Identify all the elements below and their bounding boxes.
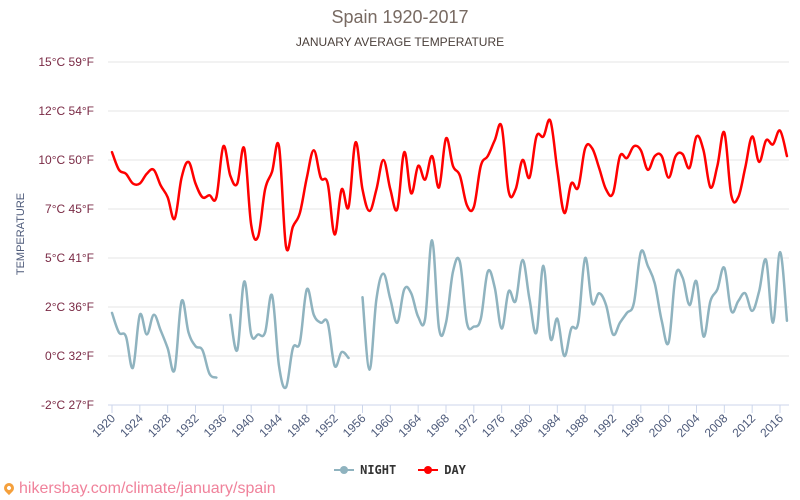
legend-day-dot — [424, 466, 433, 474]
chart-subtitle: JANUARY AVERAGE TEMPERATURE — [295, 35, 505, 49]
legend-night-label: NIGHT — [360, 463, 397, 477]
night-line-segment — [110, 298, 218, 379]
chart-title: Spain 1920-2017 — [331, 7, 469, 27]
x-tick-label: 2008 — [702, 411, 731, 440]
x-tick-label: 1936 — [201, 411, 230, 440]
y-tick-label: 2°C 36°F — [45, 300, 94, 314]
legend-night-dot — [340, 466, 349, 474]
day-line-marker-icon — [418, 465, 439, 475]
x-tick-label: 1996 — [618, 411, 647, 440]
x-tick-label: 1952 — [312, 411, 341, 440]
x-tick-label: 1928 — [145, 411, 174, 440]
y-tick-label: 7°C 45°F — [45, 202, 94, 216]
y-tick-label: 5°C 41°F — [45, 251, 94, 265]
night-line-segment — [229, 280, 350, 390]
x-tick-label: 1988 — [563, 411, 592, 440]
y-tick-label: 10°C 50°F — [38, 153, 94, 167]
x-tick-label: 1972 — [451, 411, 480, 440]
x-tick-label: 1980 — [507, 411, 536, 440]
night-line-marker-icon — [334, 465, 355, 475]
watermark-link[interactable]: hikersbay.com/climate/january/spain — [1, 480, 276, 498]
legend-day-label: DAY — [444, 463, 466, 477]
watermark-text: hikersbay.com/climate/january/spain — [19, 480, 276, 497]
legend-item-day[interactable]: DAY — [418, 463, 466, 477]
x-tick-label: 1984 — [535, 411, 564, 440]
series-day — [110, 118, 789, 252]
x-tick-label: 1940 — [229, 411, 258, 440]
x-tick-label: 2012 — [730, 411, 759, 440]
x-tick-label: 1932 — [173, 411, 202, 440]
legend-item-night[interactable]: NIGHT — [334, 463, 396, 477]
x-tick-label: 2004 — [674, 411, 703, 440]
x-axis: 1920 1924 1928 1932 1936 1940 1944 1948 1952 1956… — [89, 404, 789, 440]
x-tick-label: 1956 — [340, 411, 369, 440]
y-tick-label: 15°C 59°F — [38, 55, 94, 69]
x-tick-label: 1960 — [368, 411, 397, 440]
day-line-segment — [110, 118, 789, 252]
gridlines — [108, 61, 789, 406]
series-group — [110, 118, 789, 390]
x-tick-label: 1976 — [479, 411, 508, 440]
night-line-segment — [361, 239, 789, 371]
x-tick-label: 2016 — [757, 411, 786, 440]
y-tick-label: 0°C 32°F — [45, 349, 94, 363]
x-tick-label: 2000 — [646, 411, 675, 440]
x-tick-label: 1948 — [284, 411, 313, 440]
y-axis-ticks: 15°C 59°F 12°C 54°F 10°C 50°F 7°C 45°F 5°C 4… — [38, 55, 94, 412]
x-tick-label: 1968 — [423, 411, 452, 440]
y-tick-label: -2°C 27°F — [41, 398, 94, 412]
x-tick-label: 1944 — [256, 411, 285, 440]
location-pin-icon — [1, 480, 17, 496]
x-tick-label: 1924 — [117, 411, 146, 440]
y-tick-label: 12°C 54°F — [38, 104, 94, 118]
series-night — [110, 239, 789, 390]
x-tick-label: 1992 — [590, 411, 619, 440]
legend: NIGHT DAY — [0, 463, 800, 477]
x-tick-label: 1920 — [89, 411, 118, 440]
x-tick-label: 1964 — [396, 411, 425, 440]
